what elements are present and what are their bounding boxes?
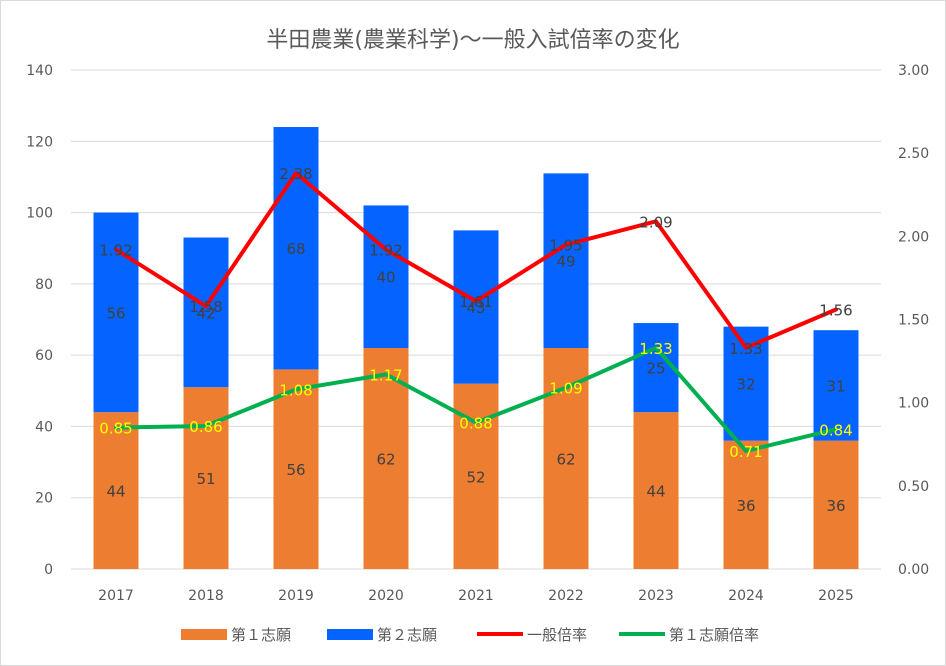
- y-left-tick-label: 60: [35, 348, 53, 364]
- legend-label: 一般倍率: [527, 626, 587, 644]
- bar-value-label: 32: [736, 376, 755, 394]
- y-right-tick-label: 0.50: [898, 479, 929, 495]
- line-point-label: 1.56: [819, 302, 852, 320]
- y-left-tick-label: 40: [35, 419, 53, 435]
- x-tick-label: 2024: [728, 588, 764, 604]
- line-point-label: 1.09: [549, 380, 582, 398]
- bar-segment-2: [93, 212, 139, 413]
- y-left-tick-label: 120: [26, 134, 53, 150]
- line-point-label: 1.95: [549, 237, 582, 255]
- line-point-label: 1.92: [99, 242, 132, 260]
- bar-value-label: 62: [376, 451, 395, 469]
- bar-value-label: 52: [466, 468, 485, 486]
- line-point-label: 1.58: [189, 298, 222, 316]
- series-line-general-ratio: [114, 171, 838, 350]
- bar-value-label: 31: [826, 377, 845, 395]
- x-tick-label: 2025: [818, 588, 854, 604]
- bar-segment-1: [363, 348, 409, 569]
- legend-swatch: [327, 629, 373, 640]
- bar-segment-1: [543, 348, 589, 569]
- line-point-label: 1.61: [459, 293, 492, 311]
- lines: [114, 171, 838, 453]
- bar-value-label: 68: [286, 240, 305, 258]
- bars: [93, 127, 859, 569]
- bar-labels: 44 56 51 42 56 68 62 40 52 43 62 49 44 25 36 32 36 31: [106, 240, 845, 515]
- bar-segment-1: [633, 412, 679, 569]
- y-left-tick-label: 140: [26, 63, 53, 79]
- y-right-tick-label: 2.00: [898, 229, 929, 245]
- line-point-label: 0.71: [729, 443, 762, 461]
- y-right-tick-label: 1.00: [898, 396, 929, 412]
- line-point-label: 1.92: [369, 242, 402, 260]
- y-left-tick-label: 0: [44, 562, 53, 578]
- line-point-label: 2.09: [639, 213, 672, 231]
- x-tick-label: 2019: [278, 588, 314, 604]
- bar-segment-2: [813, 330, 859, 441]
- bar-value-label: 25: [646, 360, 665, 378]
- bar-value-label: 36: [826, 497, 845, 515]
- x-tick-label: 2023: [638, 588, 674, 604]
- line-point-label: 2.38: [279, 165, 312, 183]
- bar-segment-2: [183, 237, 229, 388]
- line-labels: 1.92 1.58 2.38 1.92 1.61 1.95 2.09 1.33 1.56 0.85…: [99, 165, 852, 461]
- left-axis: 0 20 40 60 80 100 120 140: [26, 63, 53, 578]
- bar-value-label: 42: [196, 304, 215, 322]
- y-right-tick-label: 0.00: [898, 562, 929, 578]
- line-point-label: 1.33: [639, 340, 672, 358]
- y-right-tick-label: 1.50: [898, 313, 929, 329]
- line-point-label: 1.17: [369, 366, 402, 384]
- bar-segment-2: [273, 127, 319, 370]
- line-point-label: 1.33: [729, 340, 762, 358]
- bar-segment-2: [363, 205, 409, 349]
- bar-value-label: 56: [106, 304, 125, 322]
- chart-title: 半田農業(農業科学)～一般入試倍率の変化: [266, 28, 679, 53]
- bar-value-label: 43: [466, 299, 485, 317]
- line-point-label: 0.85: [99, 420, 132, 438]
- bar-segment-1: [93, 412, 139, 569]
- legend-label: 第１志願: [231, 626, 291, 644]
- bar-value-label: 36: [736, 497, 755, 515]
- bar-value-label: 56: [286, 461, 305, 479]
- right-axis: 0.00 0.50 1.00 1.50 2.00 2.50 3.00: [898, 63, 929, 578]
- bar-value-label: 62: [556, 451, 575, 469]
- bar-segment-1: [813, 440, 859, 569]
- legend-label: 第１志願倍率: [669, 626, 759, 644]
- x-tick-label: 2020: [368, 588, 404, 604]
- legend: 第１志願 第２志願 一般倍率 第１志願倍率: [181, 626, 759, 644]
- bar-segment-1: [723, 440, 769, 569]
- y-right-tick-label: 2.50: [898, 146, 929, 162]
- x-tick-label: 2021: [458, 588, 494, 604]
- y-left-tick-label: 100: [26, 206, 53, 222]
- y-left-tick-label: 20: [35, 491, 53, 507]
- bar-value-label: 51: [196, 470, 215, 488]
- bar-segment-1: [273, 369, 319, 569]
- legend-swatch: [181, 629, 227, 640]
- bar-value-label: 40: [376, 269, 395, 287]
- bar-value-label: 44: [106, 483, 125, 501]
- x-tick-label: 2018: [188, 588, 224, 604]
- x-tick-label: 2017: [98, 588, 134, 604]
- x-tick-label: 2022: [548, 588, 584, 604]
- line-point-label: 1.08: [279, 381, 312, 399]
- bar-value-label: 44: [646, 483, 665, 501]
- y-right-tick-label: 3.00: [898, 63, 929, 79]
- x-axis: 2017 2018 2019 2020 2021 2022 2023 2024 2025: [98, 588, 854, 604]
- y-left-tick-label: 80: [35, 277, 53, 293]
- legend-label: 第２志願: [377, 626, 437, 644]
- bar-segment-1: [183, 387, 229, 569]
- line-point-label: 0.88: [459, 415, 492, 433]
- series-line-first-choice-ratio: [114, 345, 838, 453]
- bar-segment-2: [543, 173, 589, 349]
- line-point-label: 0.84: [819, 421, 852, 439]
- bar-value-label: 49: [556, 253, 575, 271]
- bar-segment-2: [453, 230, 499, 384]
- line-point-label: 0.86: [189, 418, 222, 436]
